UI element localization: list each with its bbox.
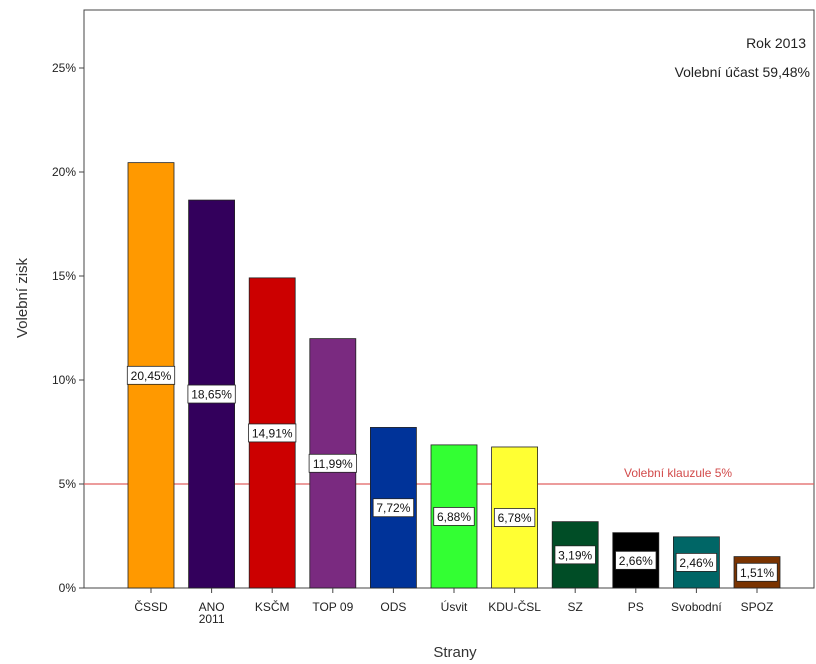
data-label-box	[187, 384, 236, 404]
category-label: PS	[628, 600, 644, 614]
data-label: 2,46%	[675, 553, 718, 572]
y-tick-label: 15%	[52, 269, 76, 283]
x-axis-title: Strany	[433, 644, 477, 661]
data-label: 20,45%	[126, 365, 176, 385]
data-label-text: 2,66%	[619, 554, 653, 568]
data-label: 11,99%	[308, 453, 357, 473]
data-label-text: 6,88%	[437, 510, 471, 524]
category-label: KDU-ČSL	[488, 599, 541, 614]
category-label: Úsvit	[441, 599, 468, 614]
data-label-text: 3,19%	[558, 548, 592, 562]
data-label-text: 6,78%	[498, 511, 532, 525]
reference-line-label: Volební klauzule 5%	[624, 466, 732, 480]
data-label-box	[736, 562, 778, 582]
data-label: 2,66%	[615, 550, 657, 570]
annotation-year: Rok 2013	[746, 35, 806, 51]
y-tick-label: 25%	[52, 61, 76, 75]
data-label: 6,88%	[433, 507, 475, 526]
category-label: KSČM	[255, 599, 290, 614]
category-label: TOP 09	[312, 600, 353, 614]
data-label-box	[615, 550, 657, 570]
category-label: ANO 2011	[199, 600, 225, 626]
category-label: SPOZ	[741, 600, 774, 614]
y-tick-label: 5%	[59, 477, 77, 491]
data-label-text: 2,46%	[679, 556, 713, 570]
category-label: Svobodní	[671, 600, 722, 614]
data-label-box	[675, 553, 718, 572]
data-label: 6,78%	[493, 508, 536, 527]
data-label: 18,65%	[187, 384, 236, 404]
data-label-box	[126, 365, 176, 385]
data-label-box	[372, 498, 415, 518]
data-label-box	[554, 545, 596, 565]
data-label-text: 14,91%	[252, 426, 293, 440]
data-label: 7,72%	[372, 498, 415, 518]
data-label-text: 7,72%	[376, 501, 410, 515]
data-label-text: 18,65%	[191, 388, 232, 402]
data-label: 1,51%	[736, 562, 778, 582]
y-axis: 0% 5% 10% 15% 20% 25%	[52, 61, 84, 595]
data-label-box	[308, 453, 357, 473]
data-labels-group: 20,45% 18,65% 14,91% 11,99% 7,72% 6,88% 6,78% 3…	[126, 365, 778, 582]
data-label-box	[433, 507, 475, 526]
data-label-text: 11,99%	[313, 457, 353, 471]
data-label-text: 20,45%	[131, 369, 172, 383]
category-label: ODS	[380, 600, 406, 614]
data-label-box	[248, 423, 297, 443]
data-label: 14,91%	[248, 423, 297, 443]
x-axis: ČSSD ANO 2011 KSČM TOP 09 ODS Úsvit KDU-ČSL SZ PS…	[134, 588, 773, 626]
y-axis-title: Volební zisk	[14, 257, 31, 338]
annotation-turnout: Volební účast 59,48%	[675, 64, 810, 80]
data-label-text: 1,51%	[740, 566, 774, 580]
category-label: SZ	[568, 600, 583, 614]
category-label: ČSSD	[134, 599, 168, 614]
y-tick-label: 0%	[59, 581, 77, 595]
y-tick-label: 10%	[52, 373, 76, 387]
data-label: 3,19%	[554, 545, 596, 565]
data-label-box	[493, 508, 536, 527]
y-tick-label: 20%	[52, 165, 76, 179]
